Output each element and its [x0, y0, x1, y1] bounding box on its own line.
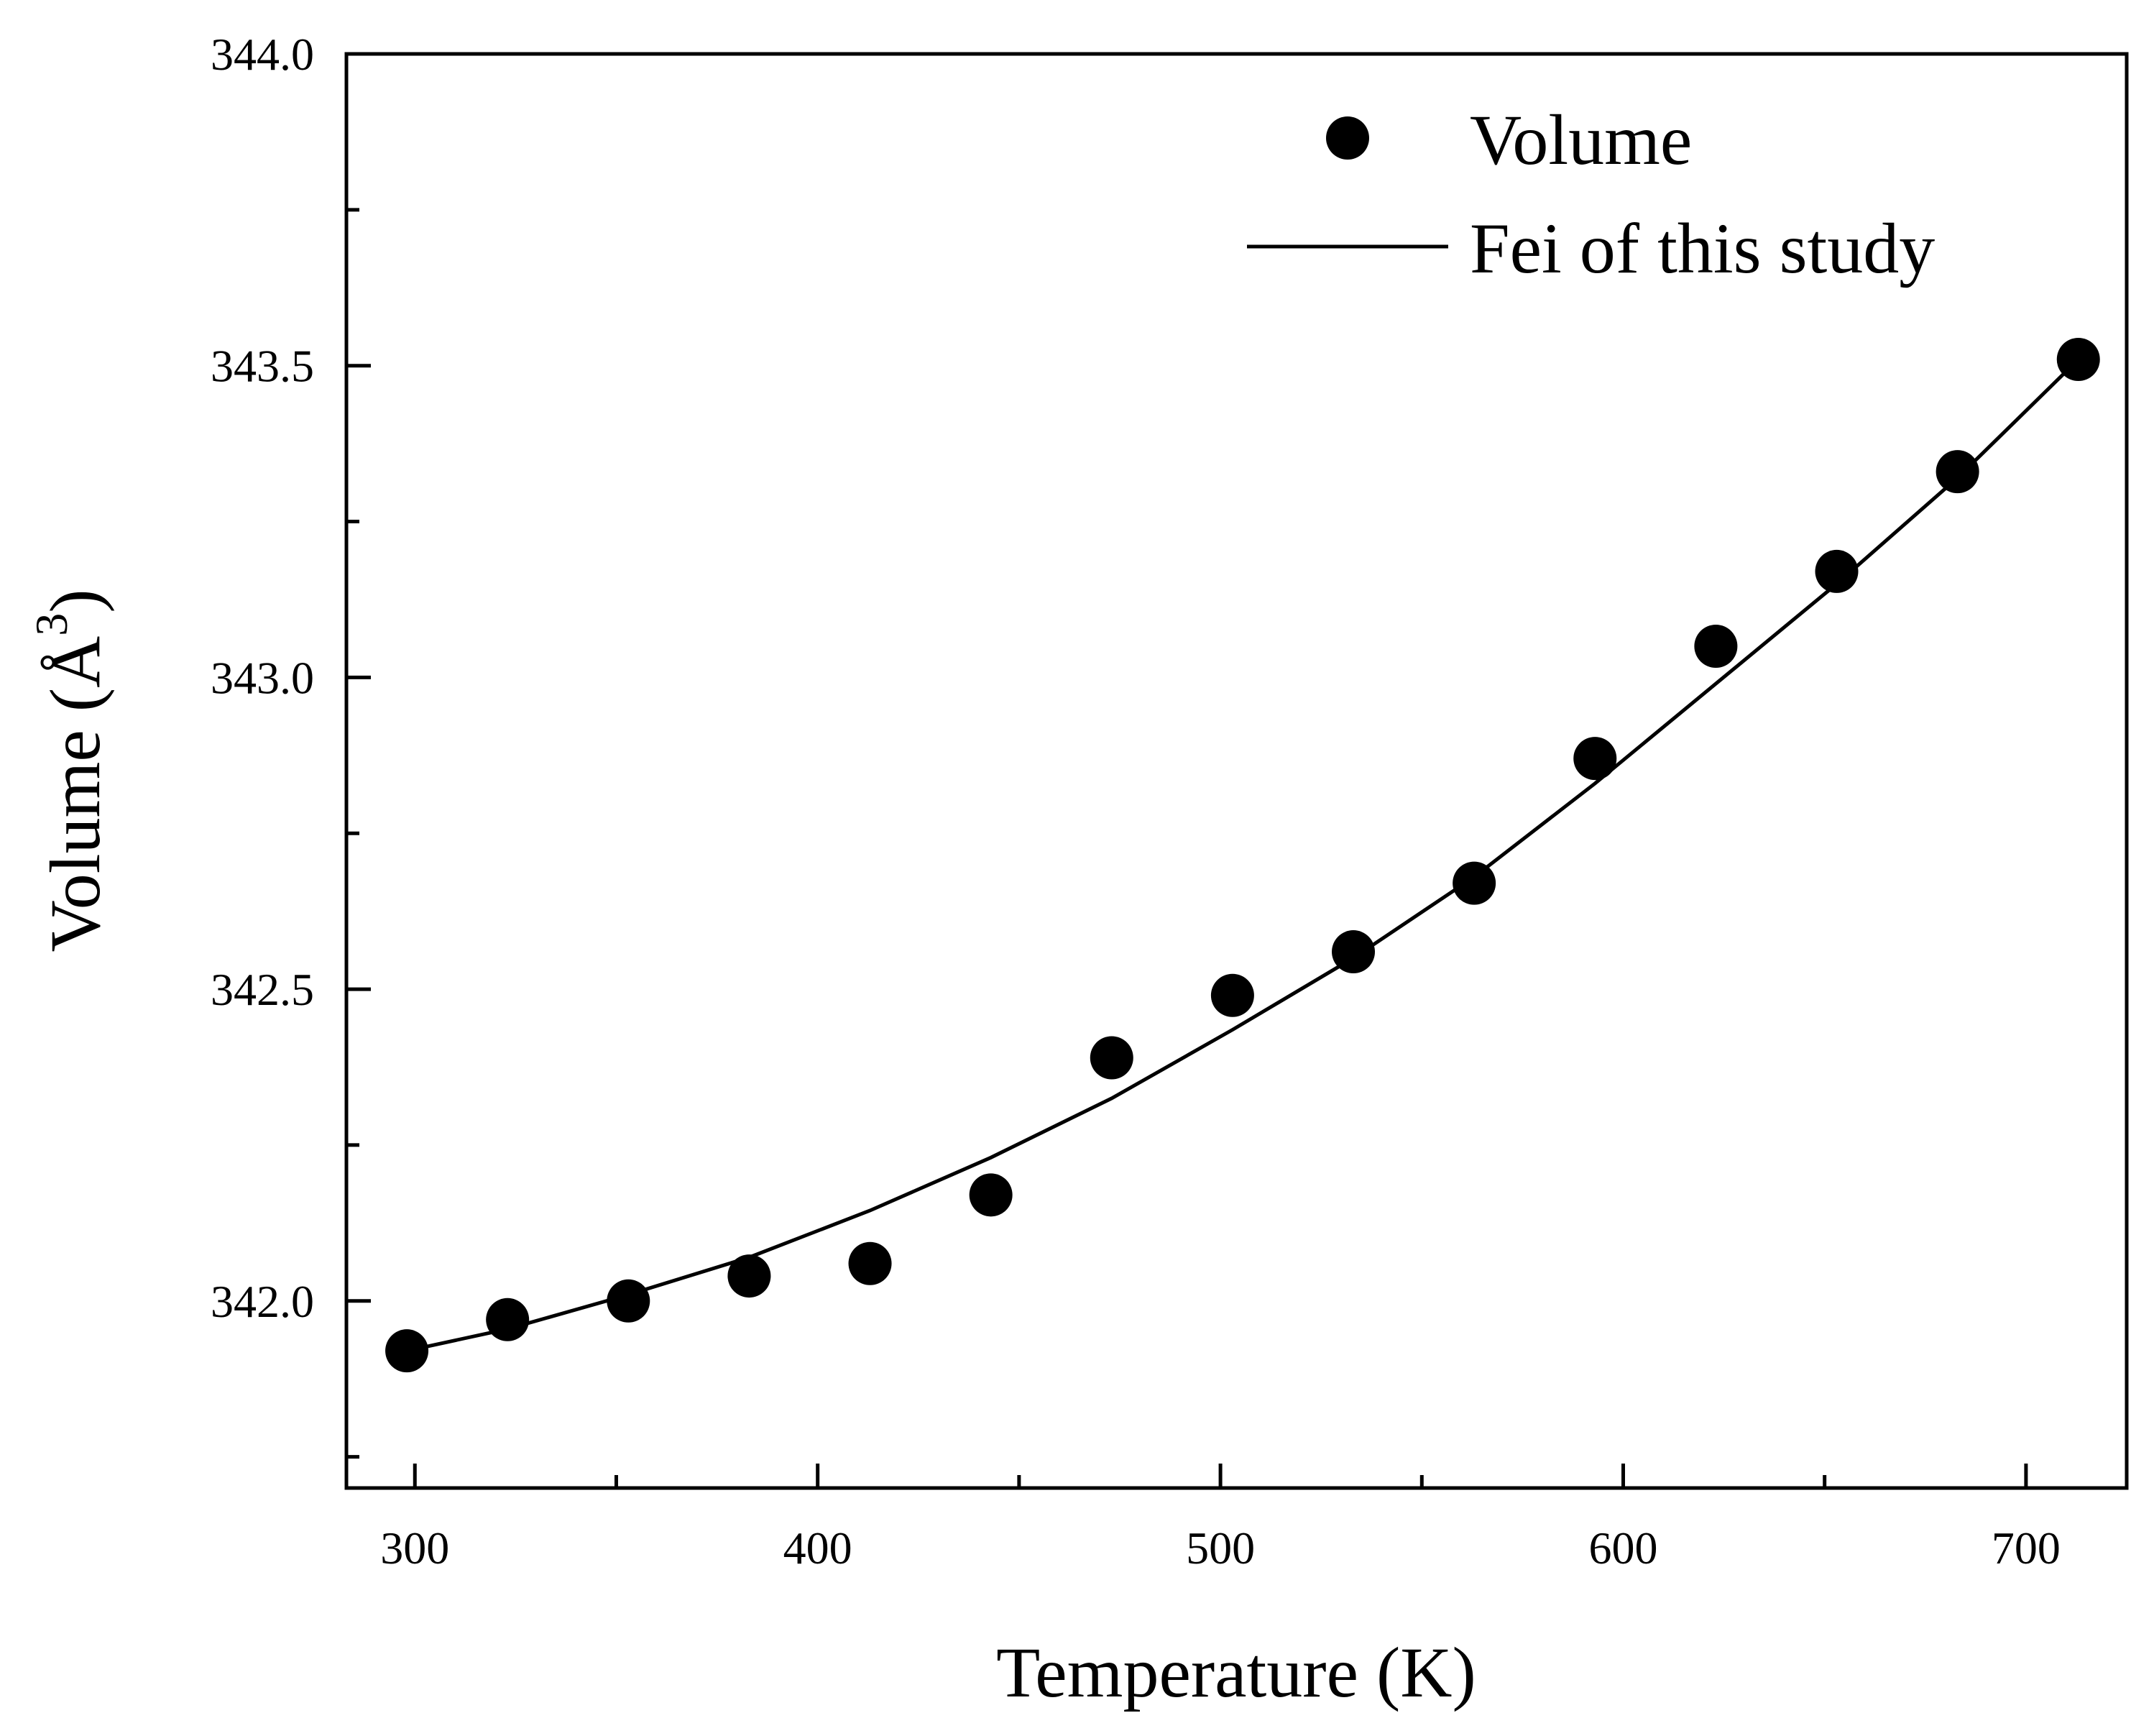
y-tick-label: 344.0 [211, 29, 314, 80]
data-point [2056, 338, 2100, 382]
y-tick-label: 343.0 [211, 652, 314, 703]
data-point [607, 1279, 650, 1323]
data-point [385, 1329, 429, 1373]
data-point [1936, 450, 1979, 494]
y-axis-title-close: ) [35, 589, 115, 612]
data-point [1453, 861, 1496, 905]
data-points [385, 338, 2100, 1373]
y-tick-label: 342.5 [211, 964, 314, 1015]
data-point [1332, 930, 1376, 974]
y-axis-title: Volume (Å3) [26, 589, 115, 952]
x-tick-label: 500 [1186, 1523, 1255, 1574]
y-axis-title-main: Volume (Å [35, 636, 115, 952]
data-point [969, 1173, 1013, 1217]
x-axis-ticks: 300 400 500 600 700 [380, 1464, 2061, 1574]
y-tick-label: 342.0 [211, 1276, 314, 1327]
x-tick-label: 700 [1992, 1523, 2061, 1574]
data-point [1210, 973, 1254, 1017]
x-tick-label: 300 [380, 1523, 449, 1574]
y-axis-title-superscript: 3 [26, 613, 77, 636]
legend-volume-label: Volume [1470, 100, 1692, 180]
x-axis-title: Temperature (K) [996, 1632, 1476, 1712]
fit-line [406, 358, 2080, 1353]
y-tick-label: 343.5 [211, 341, 314, 392]
data-point [1573, 737, 1617, 781]
x-tick-label: 400 [783, 1523, 852, 1574]
y-axis-ticks: 342.0 342.5 343.0 343.5 344.0 [211, 29, 371, 1459]
legend: Volume Fei of this study [1247, 100, 1935, 288]
data-point [486, 1298, 530, 1341]
x-tick-label: 600 [1588, 1523, 1657, 1574]
data-point [1815, 549, 1859, 593]
legend-volume-marker [1326, 116, 1369, 160]
data-point [727, 1254, 771, 1298]
data-point [1694, 625, 1738, 669]
legend-fit-label: Fei of this study [1470, 208, 1935, 288]
data-point [1090, 1036, 1133, 1080]
data-point [848, 1241, 892, 1285]
plot-frame [344, 52, 2129, 1490]
